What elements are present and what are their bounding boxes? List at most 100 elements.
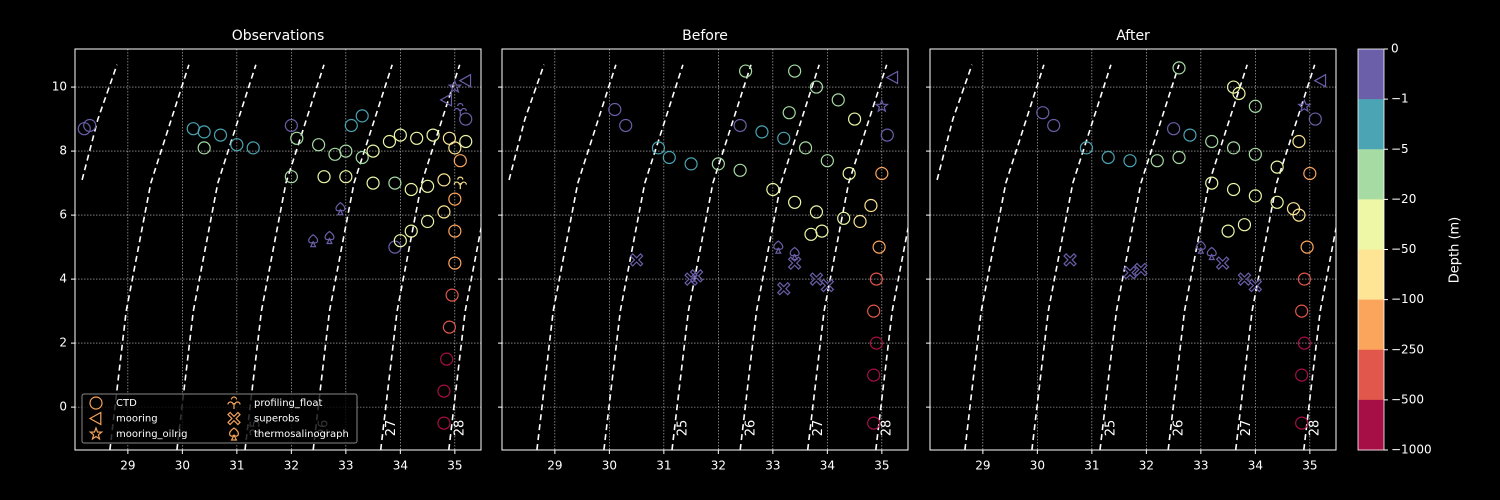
x-tick-label: 30: [175, 459, 190, 473]
density-contour: [1099, 64, 1180, 450]
data-point: [1248, 278, 1263, 293]
data-point: [1123, 265, 1137, 280]
data-point: [420, 179, 435, 193]
data-point: [662, 150, 676, 165]
legend-label: thermosalinograph: [254, 429, 349, 440]
data-point: [629, 253, 644, 267]
contour-label: 27: [384, 420, 399, 437]
data-point: [755, 125, 769, 139]
y-tick-label: 10: [52, 80, 67, 94]
axes-frame: [501, 48, 909, 451]
x-tick-label: 29: [975, 459, 990, 473]
data-point: [393, 234, 407, 248]
density-contour: [448, 224, 481, 450]
x-tick-label: 29: [120, 459, 135, 473]
data-point: [1297, 98, 1312, 113]
data-point: [339, 170, 353, 184]
density-contour: [1303, 224, 1336, 450]
data-point: [1295, 416, 1309, 430]
data-point: [448, 256, 462, 270]
data-point: [853, 214, 867, 229]
data-point: [1295, 304, 1309, 318]
data-point: [798, 141, 813, 155]
panel-title: After: [1116, 28, 1150, 44]
data-point: [869, 336, 883, 350]
data-point: [837, 211, 851, 225]
data-point: [426, 128, 440, 142]
data-point: [197, 141, 211, 155]
data-point: [437, 205, 451, 219]
data-point: [459, 112, 473, 126]
x-tick-label: 35: [1302, 459, 1317, 473]
data-point: [344, 118, 358, 133]
data-point: [766, 182, 780, 197]
contour-label: 25: [676, 420, 691, 437]
data-point: [872, 240, 886, 254]
data-point: [869, 272, 883, 286]
legend-label: superobs: [254, 414, 300, 425]
colorbar-tick-label: −500: [1391, 392, 1424, 406]
data-point: [1047, 118, 1061, 133]
axes-frame: [74, 48, 482, 451]
data-point: [230, 138, 244, 152]
x-tick-label: 32: [711, 459, 726, 473]
contour-label: 27: [1239, 420, 1254, 437]
data-point: [651, 141, 666, 155]
colorbar-frame: [1357, 48, 1385, 451]
x-tick-label: 34: [393, 459, 408, 473]
density-contour: [1234, 64, 1316, 450]
panel-title: Before: [682, 28, 728, 44]
data-point: [317, 170, 331, 184]
data-point: [733, 163, 747, 177]
data-point: [1172, 150, 1186, 165]
data-point: [453, 176, 467, 190]
data-point: [458, 73, 472, 88]
density-contour: [244, 64, 325, 450]
data-point: [83, 118, 97, 133]
colorbar-label: Depth (m): [1448, 217, 1463, 284]
contour-label: 28: [1307, 420, 1322, 437]
contour-label: 28: [879, 420, 894, 437]
data-point: [1295, 368, 1309, 382]
contour-label: 27: [811, 420, 826, 437]
x-tick-label: 35: [447, 459, 462, 473]
data-point: [1195, 240, 1206, 254]
data-point: [1292, 208, 1306, 222]
data-point: [867, 304, 881, 318]
data-point: [875, 166, 889, 181]
data-point: [1134, 262, 1148, 277]
data-point: [1270, 195, 1284, 209]
contour-label: 28: [452, 420, 467, 437]
data-point: [355, 109, 369, 123]
data-point: [284, 170, 298, 184]
data-point: [788, 64, 802, 78]
legend-marker: [88, 411, 102, 426]
data-point: [1308, 112, 1322, 126]
colorbar-tick-label: −1000: [1391, 443, 1432, 457]
data-point: [1248, 147, 1262, 161]
x-tick-label: 29: [547, 459, 562, 473]
y-tick-label: 0: [59, 400, 67, 414]
data-point: [447, 79, 463, 94]
density-contour: [536, 64, 617, 450]
data-point: [867, 416, 881, 430]
density-contour: [81, 64, 118, 181]
data-point: [366, 144, 380, 158]
colorbar-bin: [1358, 299, 1384, 351]
x-tick-label: 33: [338, 459, 353, 473]
x-tick-label: 33: [1193, 459, 1208, 473]
data-point: [1292, 134, 1306, 149]
data-point: [197, 125, 211, 139]
colorbar-tick-label: −50: [1391, 242, 1416, 256]
x-tick-label: 32: [284, 459, 299, 473]
legend-marker: [229, 427, 239, 441]
legend-marker: [227, 411, 241, 426]
data-point: [437, 173, 451, 187]
legend-box: [81, 393, 358, 444]
density-contour: [508, 64, 545, 181]
data-point: [1079, 141, 1094, 155]
data-point: [410, 131, 424, 145]
data-point: [864, 198, 878, 213]
data-point: [393, 128, 407, 142]
data-point: [324, 230, 335, 245]
